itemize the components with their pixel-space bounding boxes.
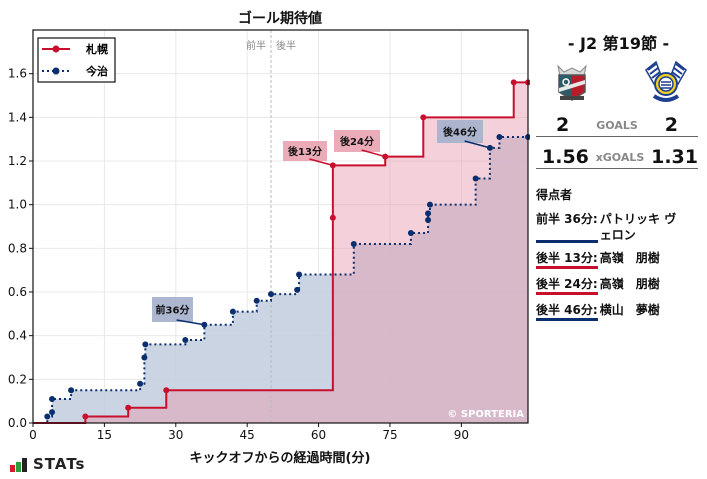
imabari-point xyxy=(350,240,357,247)
imabari-point xyxy=(229,308,236,315)
goal-annotation-label: 後13分 xyxy=(288,145,322,158)
goal-annotation-box xyxy=(283,141,327,161)
goal-annotation-arrow xyxy=(309,158,334,167)
imabari-point xyxy=(296,271,303,278)
x-tick-label: 45 xyxy=(240,428,255,442)
legend-sapporo-marker xyxy=(52,45,60,53)
sapporo-point xyxy=(82,413,89,420)
imabari-point xyxy=(294,286,301,293)
goal-time: 後半 46分: xyxy=(536,302,598,321)
imabari-point xyxy=(49,409,56,416)
imabari-area-fill xyxy=(33,136,528,423)
stats-bars-icon xyxy=(10,458,27,472)
goal-time: 前半 36分: xyxy=(536,211,598,243)
goal-annotation-arrow xyxy=(361,149,386,158)
imabari-point xyxy=(141,354,148,361)
x-tick-label: 90 xyxy=(454,428,469,442)
imabari-point xyxy=(267,291,274,298)
imabari-point xyxy=(137,380,144,387)
sapporo-area-fill xyxy=(33,82,528,424)
imabari-point xyxy=(49,395,56,402)
y-tick-label: 0.0 xyxy=(8,416,27,430)
imabari-point xyxy=(182,337,189,344)
imabari-point xyxy=(426,201,433,208)
imabari-point xyxy=(472,175,479,182)
legend-imabari-marker xyxy=(52,67,60,75)
away-goals: 2 xyxy=(664,114,678,136)
goal-annotation-label: 前36分 xyxy=(156,304,190,317)
legend-imabari-label: 今治 xyxy=(85,64,108,78)
y-tick-label: 1.4 xyxy=(8,110,27,124)
x-tick-label: 0 xyxy=(29,428,37,442)
goal-annotation-arrow xyxy=(176,319,205,326)
scorer-item: 後半 13分: 高嶺 朋樹 xyxy=(536,250,706,269)
x-tick-label: 60 xyxy=(311,428,326,442)
plot-frame xyxy=(32,29,529,424)
first-half-label: 前半 xyxy=(246,39,266,52)
sapporo-crest-icon xyxy=(557,64,587,101)
second-half-label: 後半 xyxy=(276,39,296,52)
sapporo-point xyxy=(329,214,336,221)
imabari-point xyxy=(142,341,149,348)
y-tick-label: 1.2 xyxy=(8,154,27,168)
home-xgoals: 1.56 xyxy=(542,146,589,168)
home-goals: 2 xyxy=(556,114,570,136)
round-title: - J2 第19節 - xyxy=(567,34,670,53)
goal-annotation-box xyxy=(437,120,483,143)
goals-row: 2 GOALS 2 xyxy=(536,114,698,137)
x-tick-label: 30 xyxy=(168,428,183,442)
y-tick-label: 1.0 xyxy=(8,198,27,212)
x-tick-label: 15 xyxy=(97,428,112,442)
legend-box xyxy=(37,37,116,83)
imabari-point xyxy=(68,387,75,394)
imabari-crest-icon xyxy=(645,60,687,102)
sapporo-point xyxy=(510,79,517,86)
imabari-point xyxy=(425,210,432,217)
legend-sapporo-label: 札幌 xyxy=(85,42,108,56)
sapporo-point xyxy=(163,387,170,394)
goal-annotation-label: 後46分 xyxy=(443,126,477,139)
goal-time: 後半 24分: xyxy=(536,276,598,295)
stats-logo: STATs xyxy=(10,457,85,472)
goal-annotation-box xyxy=(334,130,380,152)
scorers-heading: 得点者 xyxy=(536,188,573,202)
imabari-point xyxy=(253,297,260,304)
scorer-name: パトリッキ ヴェロン xyxy=(599,212,677,242)
imabari-point xyxy=(496,133,503,140)
goal-annotation-label: 後24分 xyxy=(340,135,374,148)
xgoals-row: 1.56 xGOALS 1.31 xyxy=(536,146,698,169)
stats-logo-text: STATs xyxy=(33,455,86,473)
scorer-name: 高嶺 朋樹 xyxy=(599,251,660,265)
y-tick-label: 1.6 xyxy=(8,67,27,81)
y-tick-label: 0.8 xyxy=(8,241,27,255)
sapporo-point xyxy=(125,404,132,411)
chart-title: ゴール期待値 xyxy=(238,11,322,27)
y-tick-label: 0.4 xyxy=(8,329,27,343)
x-axis-label: キックオフからの経過時間(分) xyxy=(189,451,371,466)
y-tick-label: 0.2 xyxy=(8,372,27,386)
goal-annotation-arrow xyxy=(464,140,491,149)
scorers-list: 得点者 前半 36分: パトリッキ ヴェロン 後半 13分: 高嶺 朋樹 後半 … xyxy=(536,186,706,328)
watermark: © SPORTERIA xyxy=(447,409,524,420)
scorer-name: 横山 夢樹 xyxy=(599,303,660,317)
x-tick-label: 75 xyxy=(382,428,397,442)
imabari-point xyxy=(407,230,414,237)
scorer-name: 高嶺 朋樹 xyxy=(599,277,660,291)
imabari-point xyxy=(425,216,432,223)
scorer-item: 後半 46分: 横山 夢樹 xyxy=(536,302,706,321)
away-xgoals: 1.31 xyxy=(651,146,698,168)
y-tick-label: 0.6 xyxy=(8,285,27,299)
scorer-item: 前半 36分: パトリッキ ヴェロン xyxy=(536,211,706,243)
goals-label: GOALS xyxy=(596,118,638,132)
sapporo-point xyxy=(420,114,427,121)
scorer-item: 後半 24分: 高嶺 朋樹 xyxy=(536,276,706,295)
goal-annotation-box xyxy=(152,297,193,322)
xgoals-label: xGOALS xyxy=(595,150,645,164)
goal-time: 後半 13分: xyxy=(536,250,598,269)
imabari-point xyxy=(44,413,51,420)
